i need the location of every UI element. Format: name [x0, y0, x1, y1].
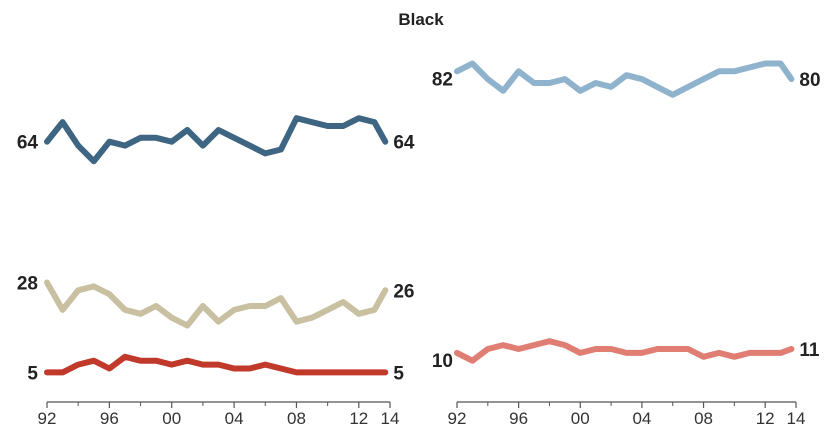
x-tick-label: 92 [448, 409, 467, 428]
x-tick-label: 00 [162, 409, 181, 428]
x-tick-label: 12 [349, 409, 368, 428]
x-tick-label: 04 [225, 409, 244, 428]
x-tick-label: 12 [756, 409, 775, 428]
chart-title: Black [398, 10, 444, 29]
x-tick-label: 08 [287, 409, 306, 428]
series-line-2 [454, 338, 795, 364]
series-line-1 [454, 60, 795, 98]
series-start-label: 28 [17, 273, 38, 294]
x-tick-label: 00 [571, 409, 590, 428]
chart-panels: 92 96 00 04 08 12 14 64 64 28 26 5 5 92 96 00 04 08 12 14 82… [17, 60, 821, 428]
series-end-label: 11 [799, 340, 820, 361]
x-tick-label: 14 [787, 409, 806, 428]
x-tick-label: 04 [632, 409, 651, 428]
series-line-1 [44, 115, 389, 165]
series-line-2 [44, 279, 389, 329]
chart-panel-1: 92 96 00 04 08 12 14 64 64 28 26 5 5 [17, 115, 415, 428]
x-tick-label: 92 [38, 409, 57, 428]
series-start-label: 64 [17, 133, 39, 154]
series-end-label: 26 [393, 281, 414, 302]
series-end-label: 80 [799, 70, 820, 91]
series-start-label: 5 [27, 363, 38, 384]
x-tick-label: 08 [694, 409, 713, 428]
chart-panel-2: 92 96 00 04 08 12 14 82 80 10 11 [432, 60, 821, 428]
series-end-label: 64 [393, 133, 415, 154]
x-tick-label: 96 [509, 409, 528, 428]
x-tick-label: 96 [100, 409, 119, 428]
series-start-label: 10 [432, 351, 453, 372]
series-line-3 [44, 353, 389, 376]
series-start-label: 82 [432, 69, 453, 90]
series-end-label: 5 [393, 363, 404, 384]
x-tick-label: 14 [381, 409, 400, 428]
